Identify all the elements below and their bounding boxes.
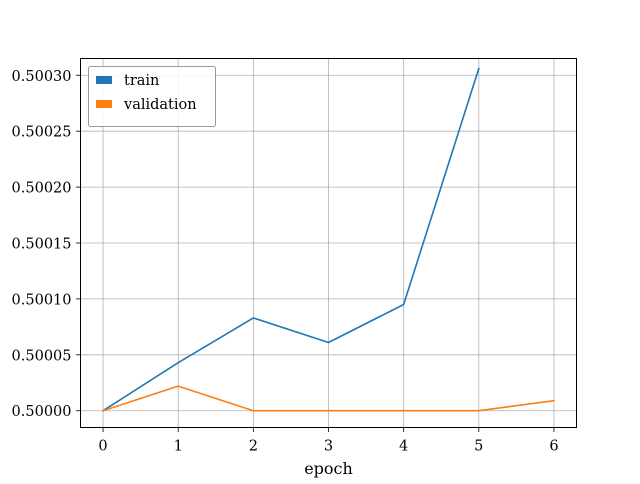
x-tick-label: 3 bbox=[324, 439, 333, 455]
x-axis-label: epoch bbox=[304, 459, 353, 478]
grid-layer bbox=[80, 58, 577, 428]
legend-label-train: train bbox=[124, 73, 159, 89]
x-tick-label: 4 bbox=[399, 439, 408, 455]
y-tick-label: 0.50015 bbox=[12, 237, 72, 253]
x-tick-label: 6 bbox=[549, 439, 558, 455]
legend-swatch-validation bbox=[96, 100, 112, 108]
y-tick-label: 0.50030 bbox=[12, 69, 72, 85]
series-line-train bbox=[101, 67, 480, 412]
tick-layer: 0 1 2 3 4 5 6 0.50000 0.50005 0.50010 0.50015 0.500… bbox=[12, 69, 559, 455]
legend-box bbox=[88, 66, 216, 127]
x-tick-label: 1 bbox=[174, 439, 183, 455]
series-layer bbox=[101, 67, 555, 412]
legend-swatch-train bbox=[96, 76, 112, 84]
y-tick-label: 0.50025 bbox=[12, 125, 72, 141]
y-tick-label: 0.50020 bbox=[12, 181, 72, 197]
x-tick-label: 2 bbox=[249, 439, 258, 455]
x-tick-label: 5 bbox=[474, 439, 483, 455]
y-tick-label: 0.50005 bbox=[12, 348, 72, 364]
legend-label-validation: validation bbox=[123, 97, 197, 113]
series-line-validation bbox=[102, 385, 555, 412]
x-tick-label: 0 bbox=[98, 439, 107, 455]
y-tick-label: 0.50000 bbox=[12, 404, 72, 420]
y-tick-label: 0.50010 bbox=[12, 292, 72, 308]
legend: train validation bbox=[88, 66, 216, 127]
